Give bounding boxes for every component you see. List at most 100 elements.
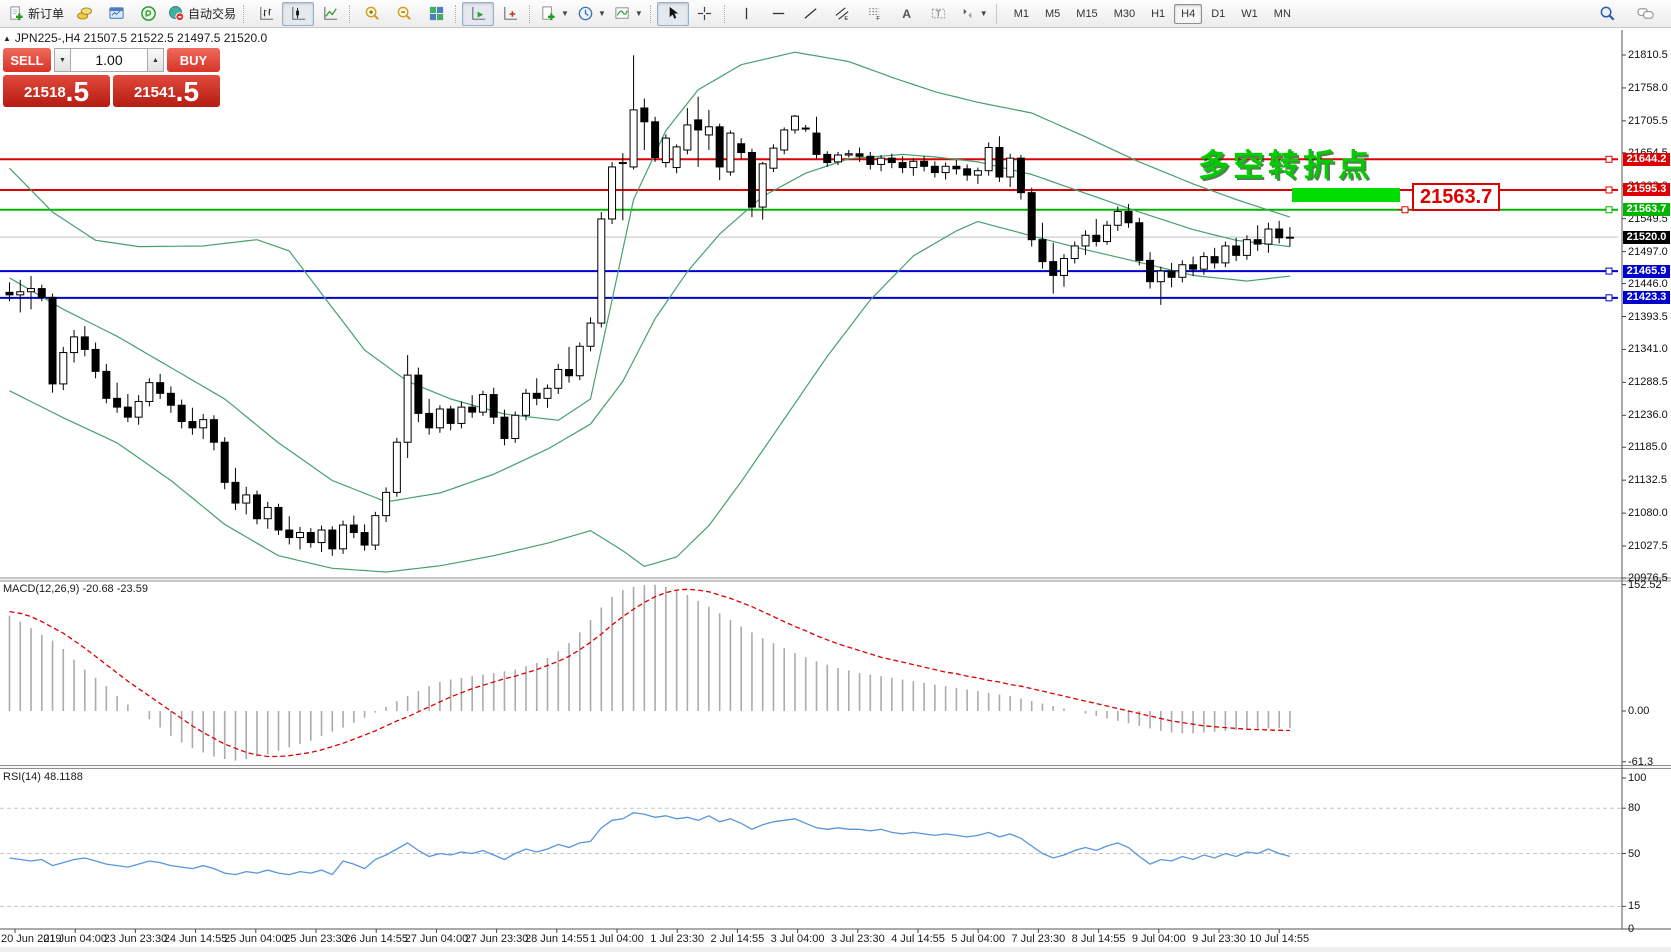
svg-text:F: F bbox=[877, 16, 881, 22]
date-label: 3 Jul 23:30 bbox=[830, 933, 885, 945]
cursor-icon bbox=[669, 6, 679, 19]
chat-icon bbox=[1636, 8, 1654, 19]
price-flag-21423.3: 21423.3 bbox=[1623, 291, 1670, 305]
chart-shift-icon bbox=[503, 6, 517, 20]
price-tick-label: 21132.5 bbox=[1628, 474, 1667, 487]
trendline-button[interactable] bbox=[795, 2, 827, 26]
macd-histogram bbox=[8, 584, 1291, 761]
sell-price-main: 21518 bbox=[23, 84, 66, 101]
zoom-in-icon bbox=[365, 6, 379, 20]
price-flag-21644.2: 21644.2 bbox=[1623, 152, 1670, 166]
new-order-button[interactable]: 新订单 bbox=[4, 2, 68, 26]
line-chart-icon bbox=[323, 6, 337, 20]
toolbar-grip bbox=[455, 4, 459, 23]
vertical-line-icon bbox=[746, 7, 748, 20]
profiles-dropdown[interactable]: ▼ bbox=[573, 2, 610, 26]
volume-stepper: ▼ ▲ bbox=[54, 48, 164, 72]
auto-scroll-button[interactable] bbox=[462, 1, 495, 26]
annotation-rectangle[interactable] bbox=[1292, 188, 1400, 202]
price-flag-21595.3: 21595.3 bbox=[1623, 183, 1670, 197]
text-button[interactable]: A bbox=[891, 2, 923, 26]
chart-title: ▲ JPN225-,H4 21507.5 21522.5 21497.5 215… bbox=[3, 31, 267, 45]
timeframe-button-M1[interactable]: M1 bbox=[1013, 7, 1029, 20]
timeframe-button-H1[interactable]: H1 bbox=[1151, 7, 1166, 20]
indicators-dropdown[interactable]: ▼ bbox=[610, 2, 647, 26]
svg-text:T: T bbox=[936, 8, 941, 18]
timeframe-button-D1[interactable]: D1 bbox=[1211, 7, 1226, 20]
volume-increase-button[interactable]: ▲ bbox=[147, 48, 164, 72]
fibonacci-button[interactable]: F bbox=[859, 2, 891, 26]
timeframe-button-M15[interactable]: M15 bbox=[1076, 7, 1098, 20]
timeframe-button-W1[interactable]: W1 bbox=[1241, 7, 1258, 20]
date-label: 9 Jul 04:00 bbox=[1131, 933, 1186, 945]
toolbar-grip bbox=[649, 4, 654, 23]
zoom-out-button[interactable] bbox=[388, 2, 420, 26]
text-label-icon: T bbox=[932, 8, 946, 18]
date-label: 8 Jul 14:55 bbox=[1071, 933, 1126, 945]
buy-button[interactable]: BUY bbox=[167, 48, 220, 72]
buy-price[interactable]: 21541 .5 bbox=[113, 75, 220, 107]
rsi-line bbox=[9, 812, 1291, 876]
market-watch-button[interactable] bbox=[68, 2, 100, 26]
sell-button[interactable]: SELL bbox=[3, 48, 51, 72]
vertical-line-button[interactable] bbox=[731, 2, 763, 26]
macd-value-main: -20.68 bbox=[82, 583, 114, 595]
charts-window-button[interactable] bbox=[100, 2, 132, 26]
crosshair-button[interactable] bbox=[689, 2, 721, 26]
collapse-panel-icon[interactable]: ▲ bbox=[3, 33, 11, 43]
candlestick-chart-icon bbox=[291, 6, 305, 20]
zoom-in-button[interactable] bbox=[356, 2, 388, 26]
toolbar-separator bbox=[995, 3, 997, 24]
horizontal-line-button[interactable] bbox=[763, 2, 795, 26]
candlestick-chart-button[interactable] bbox=[282, 1, 315, 26]
channel-icon: E bbox=[835, 7, 849, 22]
timeframe-button-M30[interactable]: M30 bbox=[1113, 7, 1136, 20]
chevron-down-icon: ▼ bbox=[979, 9, 988, 18]
chevron-down-icon: ▼ bbox=[634, 9, 643, 18]
autotrading-button[interactable]: 自动交易 bbox=[164, 2, 240, 26]
timeframe-button-MN[interactable]: MN bbox=[1273, 7, 1291, 20]
timeframe-button-H4[interactable]: H4 bbox=[1174, 3, 1203, 24]
chart-title-text: JPN225-,H4 21507.5 21522.5 21497.5 21520… bbox=[14, 31, 268, 45]
new-chart-dropdown[interactable]: ▼ bbox=[536, 2, 573, 26]
line-chart-button[interactable] bbox=[314, 2, 346, 26]
equidistant-channel-button[interactable]: E bbox=[827, 2, 859, 26]
sell-price[interactable]: 21518 .5 bbox=[3, 75, 110, 107]
tile-windows-button[interactable] bbox=[420, 2, 452, 26]
search-button[interactable] bbox=[1591, 2, 1623, 26]
chat-button[interactable] bbox=[1629, 2, 1661, 26]
toolbar-grip bbox=[723, 4, 728, 23]
price-tick-label: 20976.5 bbox=[1628, 572, 1668, 584]
arrows-dropdown[interactable]: ▼ bbox=[955, 2, 992, 26]
timeframe-toolbar: M1 M5 M15 M30 H1 H4 D1 W1 MN bbox=[1007, 3, 1298, 24]
annotation-text[interactable]: 多空转折点 bbox=[1198, 148, 1373, 183]
macd-value-signal: -23.59 bbox=[116, 583, 148, 595]
annotation-price-tag[interactable]: 21563.7 bbox=[1412, 183, 1501, 211]
price-tick-label: 21288.5 bbox=[1628, 376, 1668, 389]
volume-input[interactable] bbox=[71, 48, 147, 72]
market-watch-icon bbox=[76, 7, 92, 20]
timeframe-button-M5[interactable]: M5 bbox=[1045, 7, 1061, 20]
cursor-button[interactable] bbox=[656, 1, 689, 26]
rsi-level-lines bbox=[0, 807, 1622, 907]
rsi-value: 48.1188 bbox=[43, 771, 83, 783]
bar-chart-button[interactable] bbox=[250, 2, 282, 26]
status-strip bbox=[0, 947, 1671, 952]
autotrading-label: 自动交易 bbox=[188, 7, 237, 21]
crosshair-icon bbox=[698, 6, 712, 21]
date-label: 27 Jun 04:00 bbox=[404, 933, 469, 945]
price-tick-label: 21027.5 bbox=[1628, 540, 1668, 553]
svg-text:A: A bbox=[903, 7, 912, 21]
date-label: 1 Jul 23:30 bbox=[650, 933, 705, 945]
horizontal-price-lines bbox=[0, 155, 1618, 302]
price-tick-label: 21393.5 bbox=[1628, 310, 1668, 323]
date-label: 26 Jun 14:55 bbox=[344, 933, 408, 945]
volume-decrease-button[interactable]: ▼ bbox=[54, 48, 71, 72]
rsi-axis-label: 80 bbox=[1628, 802, 1641, 815]
bollinger-bands bbox=[9, 51, 1291, 573]
profile-button[interactable] bbox=[132, 2, 164, 26]
text-label-button[interactable]: T bbox=[923, 2, 955, 26]
chart-shift-button[interactable] bbox=[494, 2, 526, 26]
